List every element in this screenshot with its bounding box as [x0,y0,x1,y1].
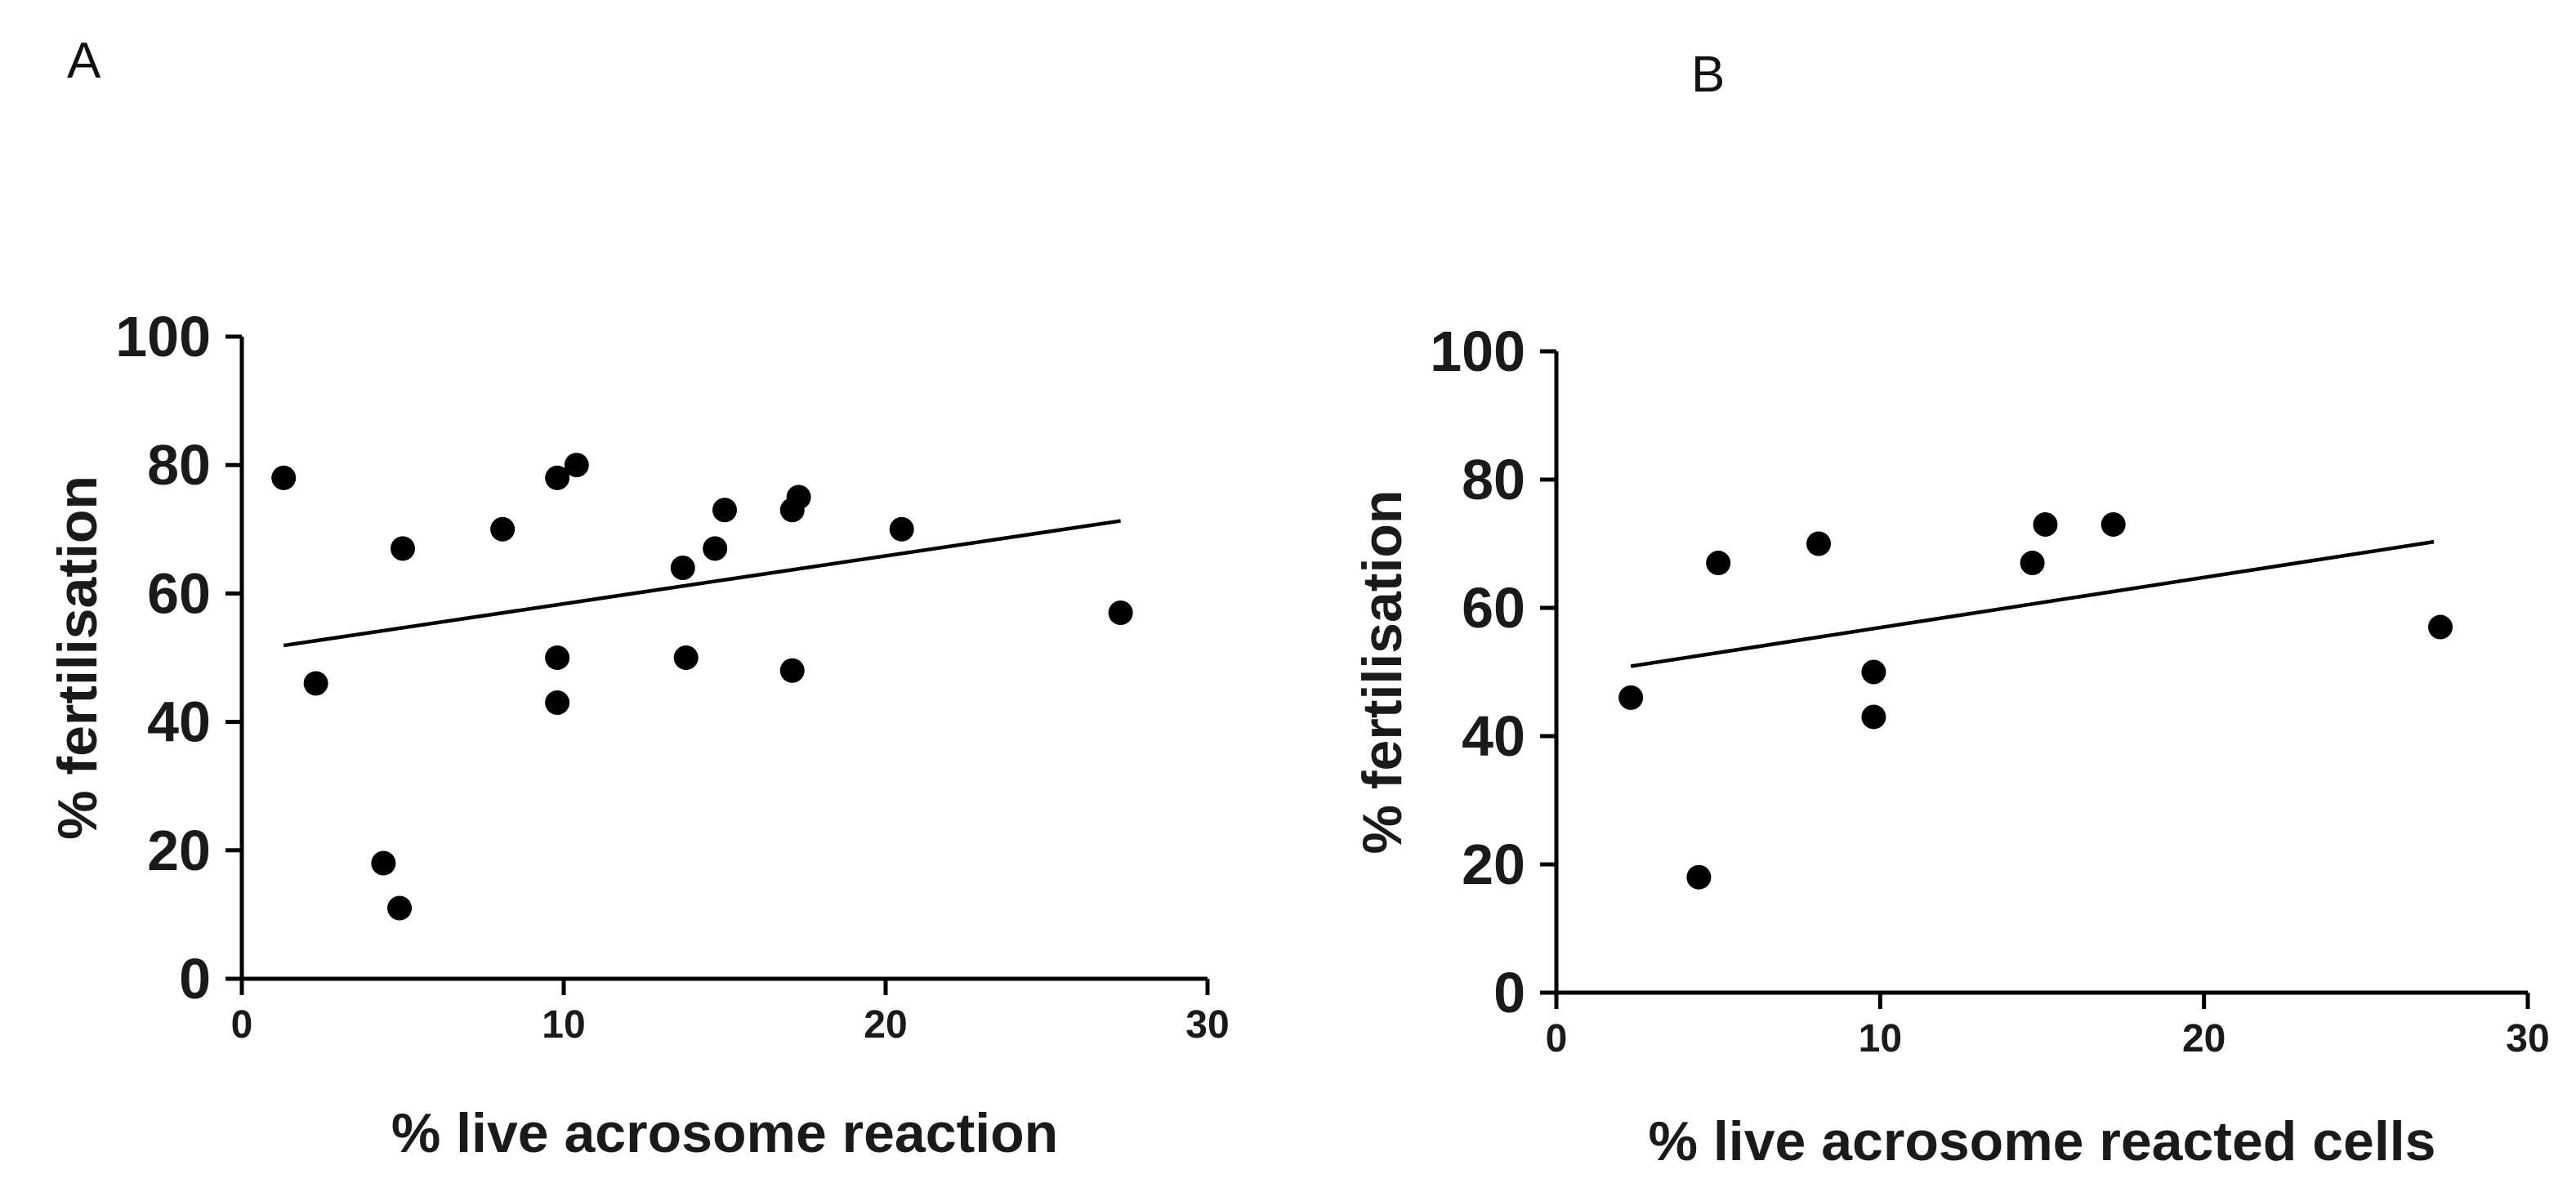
x-tick-label: 30 [2506,1017,2549,1060]
data-point [1108,600,1133,625]
y-tick-label: 100 [115,305,211,368]
data-point [564,453,589,478]
data-point [1861,704,1886,730]
data-point [271,465,297,490]
x-tick-label: 10 [542,1003,585,1047]
y-tick-label: 40 [1462,704,1525,768]
data-point [545,465,570,490]
y-tick-label: 80 [1462,448,1525,511]
data-point [703,536,728,561]
y-tick-label: 0 [1493,961,1525,1025]
data-point [1706,551,1731,576]
data-point [1686,864,1712,890]
data-point [786,484,811,510]
x-tick-label: 0 [1546,1017,1568,1060]
panel-b: B 0 20 40 60 80 100 0 10 20 30 % live acrosome re… [1351,47,2550,1172]
y-tick-label: 60 [147,561,211,625]
x-tick-label: 10 [1859,1017,1902,1060]
data-point [2033,511,2058,537]
data-point [490,516,516,542]
data-point [303,671,328,696]
data-point [673,645,699,670]
data-point [2101,511,2126,537]
panel-a: A 0 20 40 60 80 100 0 10 20 30 % live acrosome re… [47,33,1230,1164]
regression-line [1630,539,2435,668]
data-point [712,498,737,523]
x-tick-label: 20 [864,1003,907,1047]
data-point [1806,531,1832,556]
data-point [545,645,570,670]
data-point [2427,614,2453,640]
y-tick-label: 80 [147,433,211,497]
data-point [889,516,914,542]
data-point [1618,685,1644,710]
x-tick-label: 30 [1185,1003,1229,1047]
regression-line [283,519,1121,648]
y-tick-label: 100 [1430,319,1525,383]
data-point [670,555,695,580]
data-point [779,658,805,683]
data-point [387,895,413,921]
data-point [545,690,570,716]
panel-label-b: B [1691,47,1725,103]
data-point [2020,551,2045,576]
y-tick-label: 20 [1462,833,1525,896]
y-tick-label: 20 [147,819,211,882]
x-tick-label: 0 [231,1003,253,1047]
data-point [371,851,396,876]
x-tick-label: 20 [2182,1017,2226,1060]
y-tick-label: 40 [147,690,211,754]
y-axis-title-a: % fertilisation [47,475,109,840]
y-tick-label: 60 [1462,576,1525,640]
x-axis-title-a: % live acrosome reaction [391,1102,1058,1164]
plot-area-b: 0 20 40 60 80 100 0 10 20 30 [1430,319,2549,1060]
y-axis-title-b: % fertilisation [1351,490,1413,855]
panel-label-a: A [67,33,101,89]
plot-area-a: 0 20 40 60 80 100 0 10 20 30 [115,305,1229,1047]
data-point [391,536,415,561]
data-point [1861,659,1886,685]
x-axis-title-b: % live acrosome reacted cells [1649,1110,2436,1172]
y-tick-label: 0 [179,947,211,1011]
